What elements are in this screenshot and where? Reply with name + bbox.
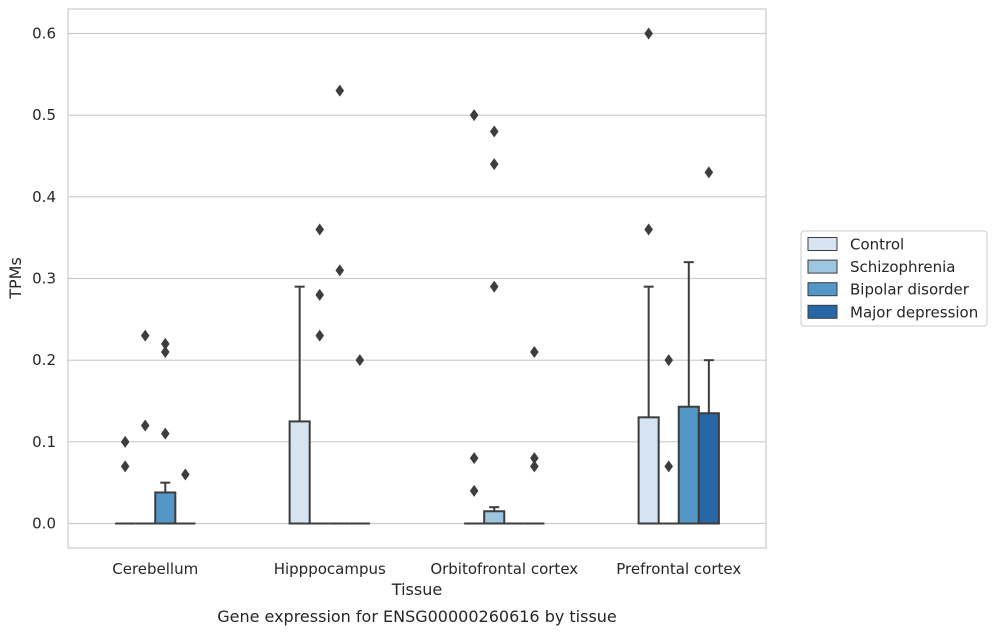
outlier-point	[315, 329, 325, 342]
outlier-point	[181, 468, 190, 481]
y-axis-title: TPMs	[6, 257, 25, 300]
outlier-point	[644, 223, 653, 236]
x-axis-title: Tissue	[391, 580, 442, 599]
y-tick-label: 0.4	[32, 188, 56, 206]
legend: Control Schizophrenia Bipolar disorder Majo…	[800, 230, 988, 327]
outlier-point	[469, 109, 479, 122]
legend-label: Control	[850, 236, 904, 254]
legend-frame	[800, 230, 988, 327]
x-tick-label: Prefrontal cortex	[616, 560, 741, 578]
outlier-point	[530, 460, 539, 473]
legend-swatch	[807, 282, 838, 297]
y-tick-label: 0.2	[32, 351, 56, 369]
legend-label: Schizophrenia	[850, 258, 955, 276]
legend-swatch	[807, 259, 838, 274]
box-body	[637, 416, 660, 525]
outlier-point	[704, 166, 714, 179]
y-tick-label: 0.6	[32, 25, 56, 43]
outlier-point	[355, 354, 365, 367]
x-tick-label: Orbitofrontal cortex	[430, 560, 578, 578]
box-body	[154, 491, 177, 525]
outlier-point	[315, 223, 325, 236]
outlier-point	[489, 125, 499, 138]
x-tick-label: Hipppocampus	[274, 560, 386, 578]
box-marks	[115, 261, 720, 525]
box-3-0	[637, 285, 660, 525]
outlier-point	[160, 337, 170, 350]
chart-caption: Gene expression for ENSG00000260616 by t…	[217, 607, 617, 626]
box-body	[677, 405, 700, 525]
y-tick-label: 0.3	[32, 270, 56, 288]
outlier-point	[664, 460, 674, 473]
outlier-point	[664, 354, 674, 367]
outlier-point	[530, 346, 539, 358]
y-tick-label: 0.1	[32, 433, 56, 451]
y-tick-label: 0.5	[32, 106, 56, 124]
x-axis-ticks: Cerebellum Hipppocampus Orbitofrontal cort…	[112, 560, 741, 578]
outlier-point	[335, 84, 345, 97]
outlier-point	[120, 460, 130, 473]
outlier-points	[120, 27, 714, 497]
outlier-point	[489, 280, 499, 293]
y-axis-ticks: 0.0 0.1 0.2 0.3 0.4 0.5 0.6	[32, 25, 56, 533]
legend-label: Bipolar disorder	[850, 281, 970, 299]
outlier-point	[469, 452, 479, 465]
legend-label: Major depression	[850, 303, 978, 321]
outlier-point	[530, 452, 539, 465]
legend-entries: Control Schizophrenia Bipolar disorder Majo…	[807, 236, 978, 321]
outlier-point	[120, 435, 130, 448]
box-body	[483, 510, 506, 525]
outlier-point	[489, 158, 499, 171]
box-3-3	[697, 359, 720, 525]
outlier-point	[335, 264, 345, 277]
outlier-point	[469, 484, 479, 497]
outlier-point	[140, 329, 150, 342]
box-body	[697, 412, 720, 525]
x-tick-label: Cerebellum	[112, 560, 198, 578]
outlier-point	[160, 346, 170, 358]
box-0-2	[154, 481, 177, 525]
outlier-point	[140, 419, 150, 432]
box-1-0	[288, 285, 311, 525]
outlier-point	[160, 427, 170, 440]
legend-swatch	[807, 304, 838, 319]
outlier-point	[644, 27, 653, 40]
legend-swatch	[807, 237, 838, 251]
y-tick-label: 0.0	[32, 515, 56, 533]
outlier-point	[315, 288, 325, 301]
box-body	[288, 420, 311, 525]
box-2-1	[483, 506, 506, 525]
